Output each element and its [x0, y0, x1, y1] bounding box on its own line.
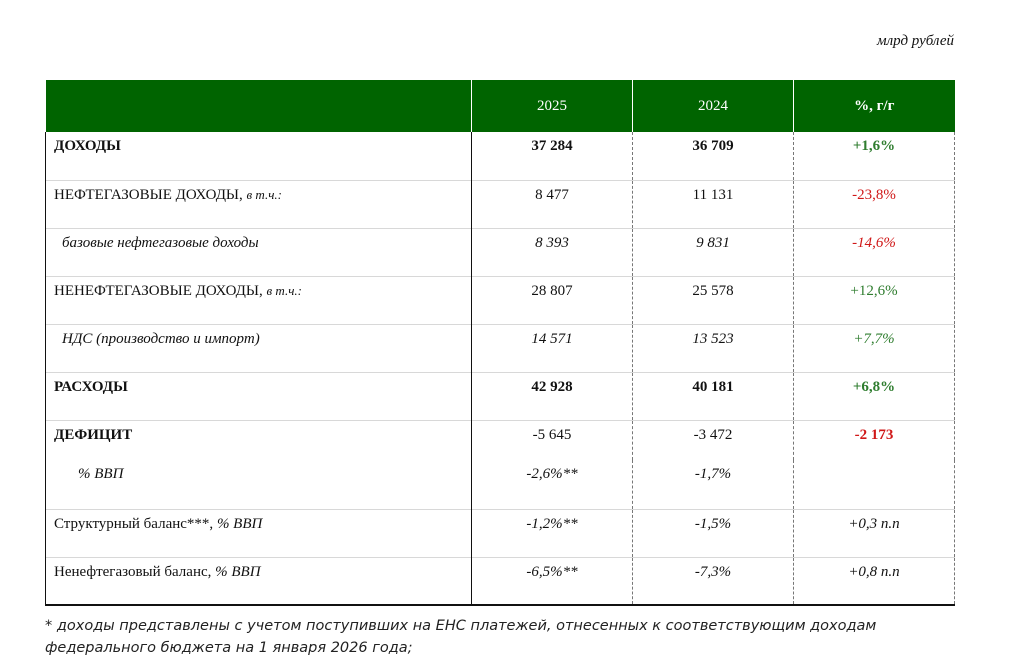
- value-2024: 11 131: [632, 179, 794, 228]
- table-row: ДЕФИЦИТ -5 645 -3 472 -2 173: [45, 419, 955, 460]
- value-2024: -7,3%: [632, 556, 794, 606]
- cropped-title-fragment: [350, 0, 650, 4]
- value-2025: 8 393: [471, 227, 633, 276]
- row-label: НДС (производство и импорт): [45, 323, 472, 372]
- value-pct: [793, 460, 955, 509]
- table-row: % ВВП -2,6%** -1,7%: [45, 460, 955, 509]
- row-label-cell: НЕФТЕГАЗОВЫЕ ДОХОДЫ, в т.ч.:: [45, 179, 472, 228]
- value-pct: +0,8 п.п: [793, 556, 955, 606]
- value-2024: 40 181: [632, 371, 794, 420]
- table-row: ДОХОДЫ 37 284 36 709 +1,6%: [45, 132, 955, 180]
- table-row: Структурный баланс***, % ВВП -1,2%** -1,…: [45, 508, 955, 557]
- table-row: Ненефтегазовый баланс, % ВВП -6,5%** -7,…: [45, 556, 955, 606]
- row-label-cell: Ненефтегазовый баланс, % ВВП: [45, 556, 472, 606]
- row-note: % ВВП: [216, 515, 263, 532]
- row-label: ДЕФИЦИТ: [45, 419, 472, 460]
- row-label: ДОХОДЫ: [45, 132, 472, 180]
- footnote-line: * доходы представлены с учетом поступивш…: [45, 618, 877, 634]
- value-2025: -2,6%**: [526, 466, 578, 482]
- row-label-cell: НЕНЕФТЕГАЗОВЫЕ ДОХОДЫ, в т.ч.:: [45, 275, 472, 324]
- value-pct: -2 173: [793, 419, 955, 460]
- value-2024: -1,7%: [632, 460, 794, 509]
- header-2024: 2024: [632, 80, 794, 132]
- row-note: в т.ч.:: [266, 282, 302, 298]
- table-row: НЕНЕФТЕГАЗОВЫЕ ДОХОДЫ, в т.ч.: 28 807 25…: [45, 275, 955, 324]
- value-pct: +0,3 п.п: [793, 508, 955, 557]
- table-row: РАСХОДЫ 42 928 40 181 +6,8%: [45, 371, 955, 420]
- row-note: % ВВП: [215, 563, 261, 580]
- row-label-cell: Структурный баланс***, % ВВП: [45, 508, 472, 557]
- row-label: Структурный баланс***,: [54, 515, 217, 532]
- row-label: % ВВП: [45, 460, 472, 509]
- row-label: НЕНЕФТЕГАЗОВЫЕ ДОХОДЫ,: [54, 282, 267, 299]
- header-pct-yoy: %, г/г: [793, 80, 955, 132]
- budget-table: 2025 2024 %, г/г ДОХОДЫ 37 284 36 709 +1…: [45, 80, 955, 606]
- value-2025: 8 477: [471, 179, 633, 228]
- value-2025: -5 645: [471, 419, 633, 460]
- value-2024: -1,5%: [632, 508, 794, 557]
- value-pct: +7,7%: [793, 323, 955, 372]
- table-header-row: 2025 2024 %, г/г: [45, 80, 955, 132]
- value-2024: 25 578: [632, 275, 794, 324]
- table-row: НДС (производство и импорт) 14 571 13 52…: [45, 323, 955, 372]
- value-2024: -3 472: [632, 419, 794, 460]
- value-2025: 28 807: [471, 275, 633, 324]
- value-2025: -6,5%**: [471, 556, 633, 606]
- value-2025: 14 571: [471, 323, 633, 372]
- value-pct: +12,6%: [793, 275, 955, 324]
- value-pct: +1,6%: [793, 132, 955, 180]
- value-2024: 13 523: [632, 323, 794, 372]
- table-row: базовые нефтегазовые доходы 8 393 9 831 …: [45, 227, 955, 276]
- value-2025: 37 284: [531, 138, 573, 154]
- footnote: * доходы представлены с учетом поступивш…: [45, 615, 945, 659]
- value-2025: 42 928: [471, 371, 633, 420]
- footnote-line: федерального бюджета на 1 января 2026 го…: [45, 640, 413, 656]
- row-label: Ненефтегазовый баланс,: [54, 563, 216, 580]
- value-pct: -14,6%: [793, 227, 955, 276]
- value-pct: -23,8%: [793, 179, 955, 228]
- value-2024: 36 709: [632, 132, 794, 180]
- value-2025: -1,2%**: [471, 508, 633, 557]
- value-pct: +6,8%: [793, 371, 955, 420]
- row-label: НЕФТЕГАЗОВЫЕ ДОХОДЫ,: [54, 186, 247, 203]
- header-label-cell: [45, 80, 472, 132]
- header-2025: 2025: [471, 80, 633, 132]
- value-2024: 9 831: [632, 227, 794, 276]
- unit-label: млрд рублей: [877, 33, 954, 49]
- row-note: в т.ч.:: [246, 186, 282, 202]
- table-row: НЕФТЕГАЗОВЫЕ ДОХОДЫ, в т.ч.: 8 477 11 13…: [45, 179, 955, 228]
- row-label: РАСХОДЫ: [45, 371, 472, 420]
- row-label: базовые нефтегазовые доходы: [45, 227, 472, 276]
